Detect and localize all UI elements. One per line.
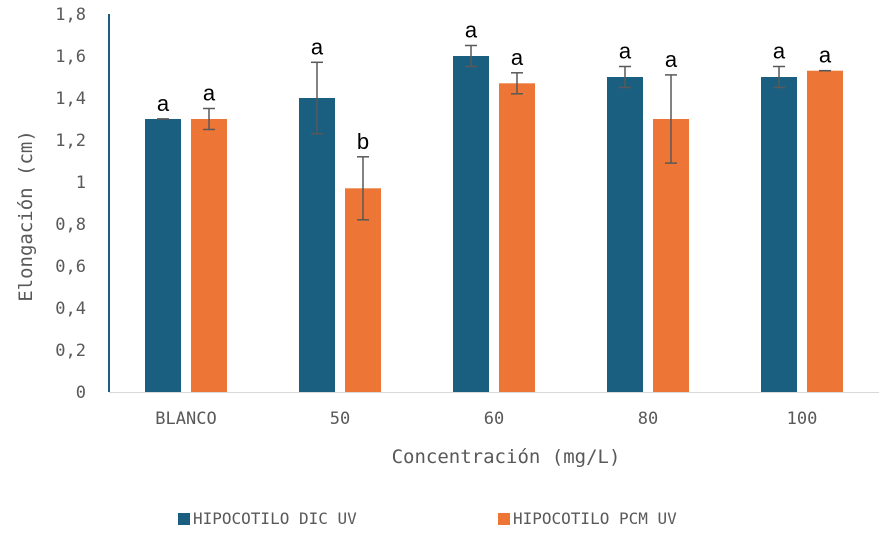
y-tick-label: 1,8 [55,5,86,25]
bar [761,77,797,392]
significance-label: a [511,45,524,70]
y-tick-label: 0,2 [55,341,86,361]
significance-label: a [465,18,478,43]
bar [453,56,489,392]
legend-label: HIPOCOTILO DIC UV [193,509,357,528]
significance-label: a [819,43,832,68]
significance-label: a [311,34,324,59]
bar [145,119,181,392]
bar [607,77,643,392]
x-tick-label: 80 [638,409,658,429]
legend-swatch [178,513,190,525]
significance-label: b [357,129,369,154]
y-tick-label: 1,2 [55,131,86,151]
significance-label: a [619,39,632,64]
x-tick-label: 60 [484,409,504,429]
x-axis-title: Concentración (mg/L) [392,446,621,468]
significance-label: a [665,47,678,72]
bar [499,83,535,392]
y-tick-label: 0,6 [55,257,86,277]
x-axis-ticks: BLANCO 50 60 80 100 [155,409,817,429]
y-tick-label: 0 [76,383,86,403]
x-tick-label: 50 [330,409,350,429]
significance-label: a [157,91,170,116]
x-tick-label: 100 [787,409,818,429]
legend-label: HIPOCOTILO PCM UV [513,509,677,528]
y-tick-label: 1 [76,173,86,193]
bars: a a a b a a a a a a [145,18,843,393]
y-axis-title: Elongación (cm) [15,130,37,302]
y-axis-ticks: 0 0,2 0,4 0,6 0,8 1 1,2 1,4 1,6 1,8 [55,5,86,403]
significance-label: a [203,81,216,106]
x-tick-label: BLANCO [155,409,216,429]
significance-label: a [773,39,786,64]
y-tick-label: 1,6 [55,47,86,67]
y-tick-label: 1,4 [55,89,86,109]
bar [191,119,227,392]
y-tick-label: 0,4 [55,299,86,319]
y-tick-label: 0,8 [55,215,86,235]
legend-swatch [498,513,510,525]
bar [299,98,335,392]
bar [807,71,843,392]
legend: HIPOCOTILO DIC UV HIPOCOTILO PCM UV [178,509,677,528]
